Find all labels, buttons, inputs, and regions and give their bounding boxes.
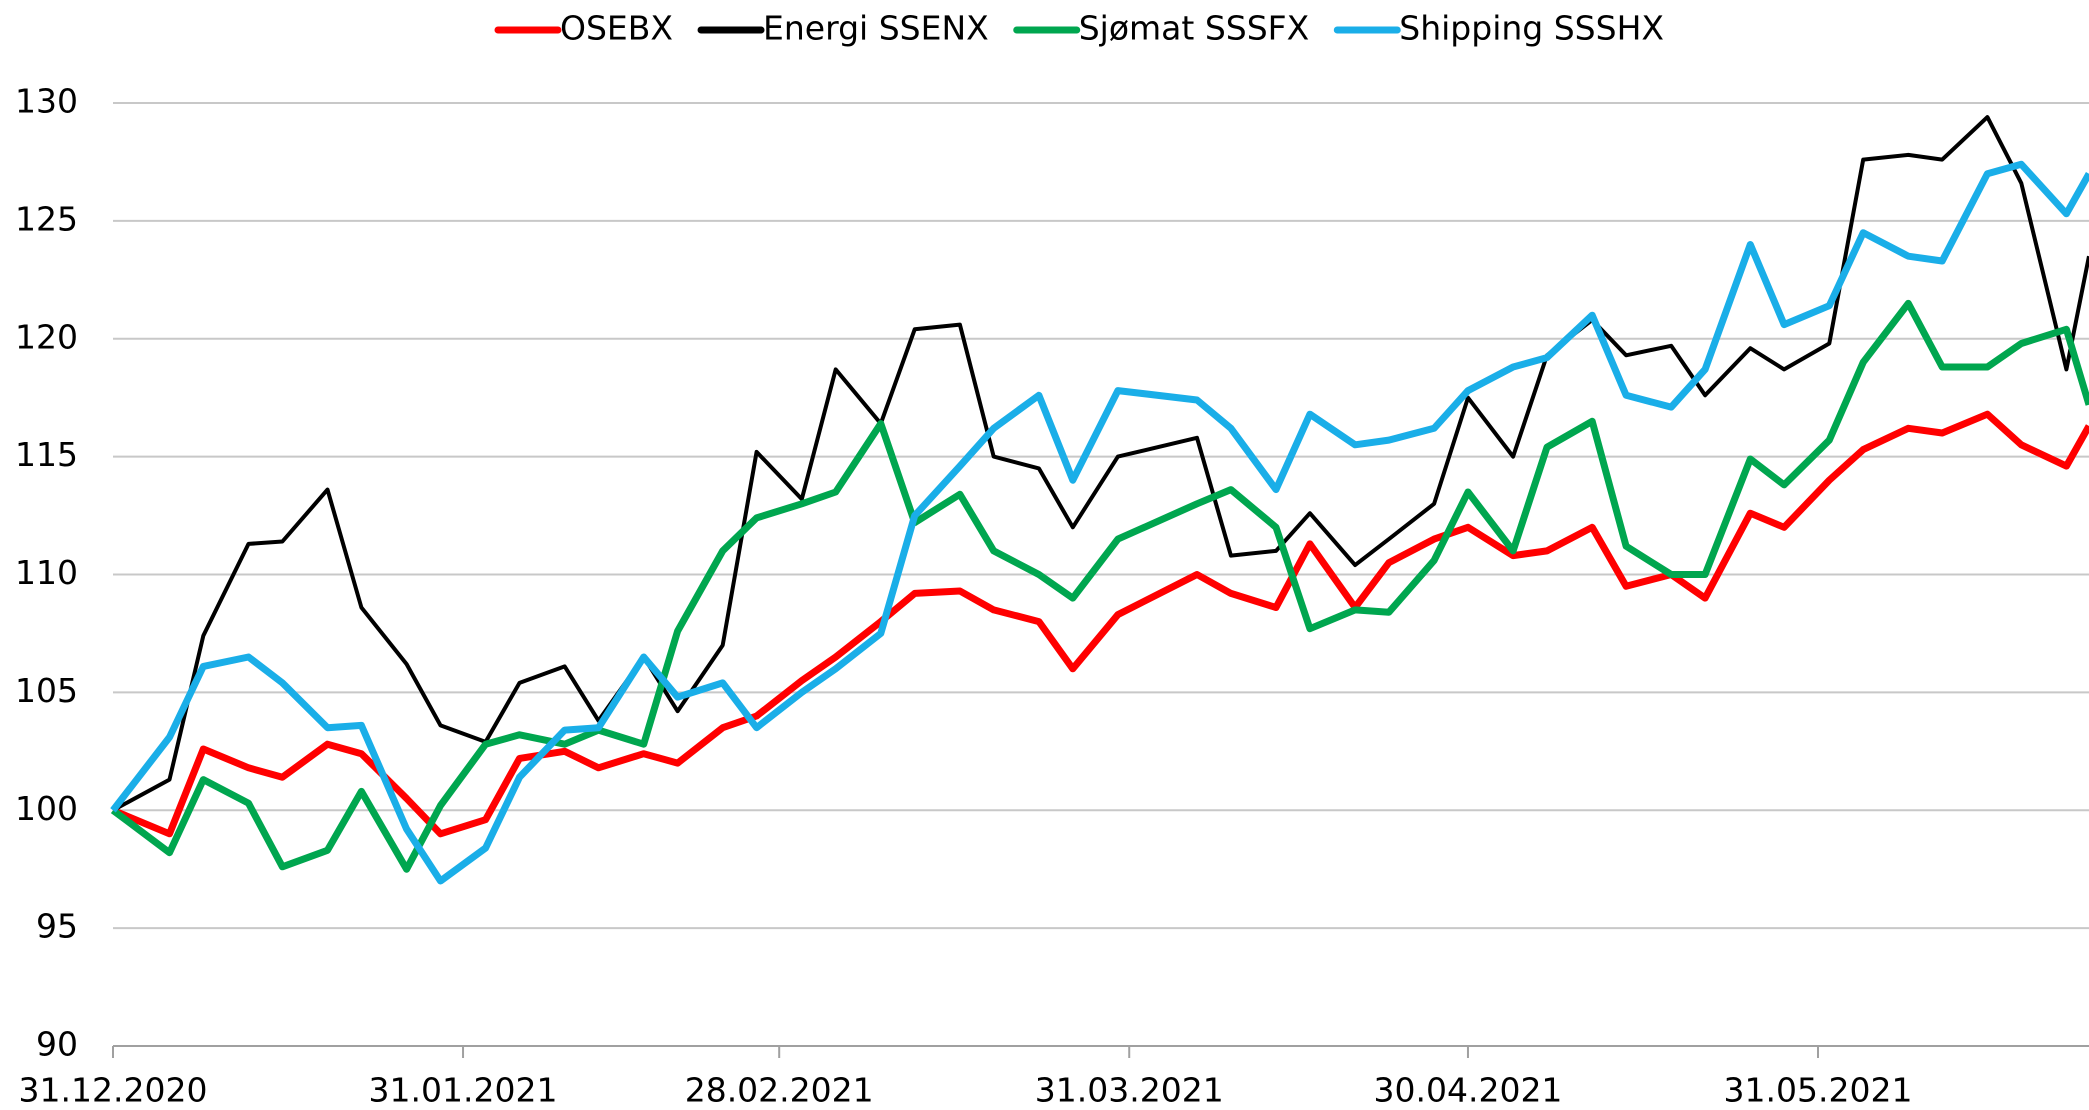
y-tick-label: 115 [15,435,78,474]
series-line [110,299,2089,873]
legend-label: OSEBX [560,9,673,48]
y-tick-label: 100 [15,789,78,828]
x-tick-label: 31.03.2021 [1035,1071,1224,1110]
legend: OSEBX Energi SSENX Sjømat SSSFX Shipping SS… [494,9,1664,48]
series-line [112,115,2089,813]
y-tick-label: 110 [15,553,78,592]
legend-label: Shipping SSSHX [1399,9,1664,48]
y-tick-label: 125 [15,199,78,238]
y-tick-label: 90 [36,1025,78,1064]
y-tick-label: 95 [36,907,78,946]
series-line [110,160,2089,885]
legend-label: Sjømat SSSFX [1079,9,1310,48]
y-tick-label: 130 [15,82,78,121]
x-tick-label: 31.01.2021 [369,1071,558,1110]
x-tick-label: 28.02.2021 [685,1071,874,1110]
x-tick-label: 31.05.2021 [1724,1071,1913,1110]
x-tick-label: 30.04.2021 [1373,1071,1562,1110]
y-tick-label: 120 [15,317,78,356]
x-tick-label: 31.12.2020 [19,1071,208,1110]
series-line [111,410,2089,838]
legend-label: Energi SSENX [763,9,989,48]
y-tick-label: 105 [15,671,78,710]
